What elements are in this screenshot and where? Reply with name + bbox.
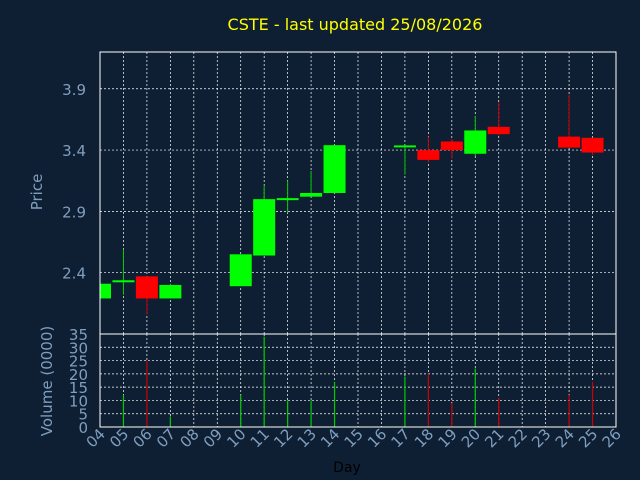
volume-bars: [122, 336, 594, 427]
candle-body: [135, 276, 158, 299]
volume-y-tick-label: 15: [69, 379, 88, 397]
candle-body: [323, 145, 346, 193]
candle-body: [112, 280, 135, 283]
candle-body: [417, 150, 440, 160]
candle-body: [558, 136, 581, 148]
volume-y-tick-label: 0: [78, 419, 88, 437]
price-axis-label: Price: [28, 174, 46, 211]
price-y-tick-label: 3.4: [62, 142, 86, 160]
volume-y-tick-label: 10: [69, 392, 88, 410]
price-y-tick-labels: 2.4 2.9 3.4 3.9: [62, 81, 86, 283]
candle-body: [100, 283, 111, 299]
x-axis-label: Day: [333, 460, 361, 476]
candle-body: [276, 198, 299, 201]
volume-y-tick-label: 25: [69, 353, 88, 371]
volume-y-tick-label: 35: [69, 326, 88, 344]
volume-axis-label: Volume (0000): [38, 326, 56, 436]
candle-body: [440, 141, 463, 151]
price-candles: [99, 94, 604, 315]
x-tick-labels: 0405060708091011121314151617181920212223…: [83, 425, 625, 451]
candle-body: [393, 145, 416, 148]
price-y-tick-label: 2.9: [62, 203, 86, 221]
volume-plot-frame: [99, 333, 617, 428]
volume-y-tick-label: 20: [69, 366, 88, 384]
candle-body: [229, 254, 252, 287]
price-y-tick-label: 2.4: [62, 265, 86, 283]
candle-body: [300, 193, 323, 197]
candle-body: [159, 284, 182, 299]
candle-body: [581, 137, 604, 153]
chart-title: CSTE - last updated 25/08/2026: [228, 15, 483, 34]
candle-body: [464, 130, 487, 154]
volume-y-tick-label: 5: [78, 406, 88, 424]
volume-y-tick-label: 30: [69, 339, 88, 357]
candle-body: [487, 126, 510, 135]
price-y-tick-label: 3.9: [62, 81, 86, 99]
price-panel: 2.4 2.9 3.4 3.9 Price: [28, 51, 617, 335]
candle-body: [253, 199, 276, 256]
